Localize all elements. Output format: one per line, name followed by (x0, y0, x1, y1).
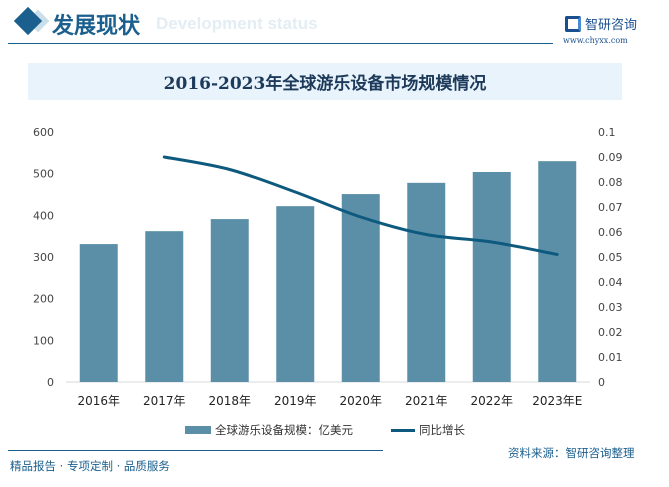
legend: 全球游乐设备规模：亿美元 同比增长 (185, 422, 465, 438)
bar-5 (407, 182, 446, 382)
left-tick-label: 0 (47, 376, 54, 389)
right-tick-label: 0.02 (598, 326, 623, 339)
bar-3 (276, 206, 315, 382)
legend-bar-swatch (185, 426, 211, 434)
legend-line-label: 同比增长 (419, 423, 465, 437)
left-tick-label: 100 (33, 334, 54, 347)
footer-divider (8, 450, 383, 451)
bar-2 (210, 219, 249, 382)
right-tick-label: 0 (598, 376, 605, 389)
right-tick-label: 0.08 (598, 176, 623, 189)
legend-line-swatch (391, 428, 415, 432)
left-tick-label: 500 (33, 168, 54, 181)
bar-4 (341, 194, 380, 382)
header-divider (8, 43, 553, 44)
x-tick-label: 2023年E (532, 394, 582, 408)
section-title: 发展现状 (52, 13, 141, 39)
x-tick-label: 2020年 (339, 394, 382, 408)
logo: 智研咨询 (565, 14, 637, 33)
right-tick-label: 0.03 (598, 301, 623, 314)
chart-title: 2016-2023年全球游乐设备市场规模情况 (163, 74, 487, 94)
ghost-subtitle: Development status (156, 14, 318, 33)
right-tick-label: 0.09 (598, 151, 623, 164)
legend-bar-label: 全球游乐设备规模：亿美元 (215, 423, 353, 437)
logo-name: 智研咨询 (585, 18, 638, 33)
x-tick-label: 2022年 (470, 394, 513, 408)
logo-icon (565, 15, 581, 32)
bar-6 (472, 172, 511, 382)
x-tick-label: 2019年 (274, 394, 317, 408)
x-tick-label: 2018年 (208, 394, 251, 408)
right-tick-label: 0.05 (598, 251, 623, 264)
right-tick-label: 0.01 (598, 351, 623, 364)
bar-0 (79, 244, 118, 382)
left-tick-label: 600 (33, 126, 54, 139)
left-tick-label: 300 (33, 251, 54, 264)
right-tick-label: 0.07 (598, 201, 623, 214)
left-tick-label: 200 (33, 293, 54, 306)
left-tick-label: 400 (33, 209, 54, 222)
footer-slogan: 精品报告 · 专项定制 · 品质服务 (10, 459, 170, 473)
chart-title-band: 2016-2023年全球游乐设备市场规模情况 (28, 63, 622, 100)
x-tick-label: 2021年 (405, 394, 448, 408)
bar-7 (538, 161, 577, 382)
chart: 0 100 200 300 400 500 600 0 0.01 0.02 0.03 0.04 0.05… (33, 126, 623, 408)
right-tick-label: 0.1 (598, 126, 616, 139)
right-tick-label: 0.04 (598, 276, 623, 289)
bar-1 (145, 231, 184, 382)
growth-line (162, 155, 559, 256)
source-note: 资料来源：智研咨询整理 (508, 446, 635, 460)
x-tick-label: 2017年 (143, 394, 186, 408)
right-tick-label: 0.06 (598, 226, 623, 239)
logo-url: www.chyxx.com (563, 36, 628, 45)
x-tick-label: 2016年 (77, 394, 120, 408)
